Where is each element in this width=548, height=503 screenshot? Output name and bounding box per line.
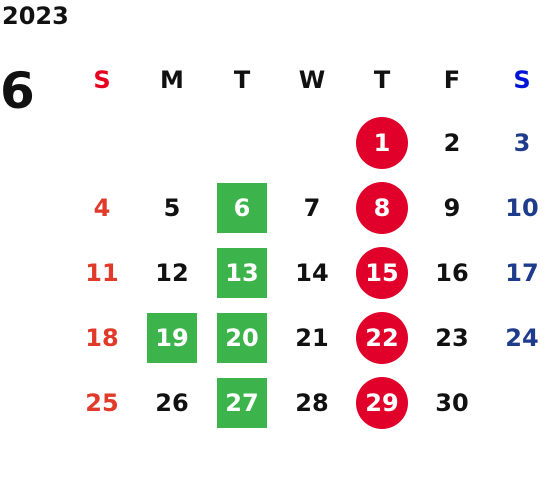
year-label: 2023 [2,2,69,30]
weekday-header-tue: T [207,50,277,110]
day-cell [137,110,207,175]
weekday-header-sat: S [487,50,548,110]
day-number: 12 [155,258,189,287]
day-cell [277,110,347,175]
day-cell: 8 [347,175,417,240]
day-cell: 14 [277,240,347,305]
day-number: 5 [163,193,181,222]
day-cell: 7 [277,175,347,240]
day-cell-empty [487,370,548,435]
weekday-label: M [160,66,184,94]
day-cell: 13 [207,240,277,305]
weekday-header-wed: W [277,50,347,110]
weekday-header-sun: S [67,50,137,110]
day-cell: 25 [67,370,137,435]
weekday-label: F [443,66,461,94]
day-number [76,117,128,169]
day-number [146,117,198,169]
day-number-highlighted: 27 [217,377,267,428]
weekday-header-mon: M [137,50,207,110]
day-number-circled: 15 [356,246,408,299]
day-cell [67,110,137,175]
day-number [496,377,548,429]
day-cell: 22 [347,305,417,370]
day-cell: 16 [417,240,487,305]
day-number: 3 [513,128,531,157]
day-number-highlighted: 20 [217,312,267,363]
day-number: 16 [435,258,469,287]
day-cell: 11 [67,240,137,305]
day-number: 10 [505,193,539,222]
weekday-label: W [298,66,326,94]
day-number: 21 [295,323,329,352]
day-cell: 19 [137,305,207,370]
day-cell: 6 [207,175,277,240]
day-cell: 12 [137,240,207,305]
weekday-header-fri: F [417,50,487,110]
day-cell: 1 [347,110,417,175]
day-number: 9 [443,193,461,222]
day-number-circled: 22 [356,311,408,364]
day-cell: 10 [487,175,548,240]
day-number: 23 [435,323,469,352]
day-cell: 18 [67,305,137,370]
day-number-circled: 8 [356,181,408,234]
weekday-label: T [373,66,391,94]
day-number: 11 [85,258,119,287]
day-cell: 23 [417,305,487,370]
day-cell: 30 [417,370,487,435]
day-number [216,117,268,169]
day-cell: 26 [137,370,207,435]
day-cell: 21 [277,305,347,370]
weekday-header-thu: T [347,50,417,110]
day-cell: 15 [347,240,417,305]
day-number-highlighted: 13 [217,247,267,298]
day-cell [207,110,277,175]
day-number-circled: 29 [356,376,408,429]
day-cell: 20 [207,305,277,370]
day-number-highlighted: 6 [217,182,267,233]
day-cell: 28 [277,370,347,435]
day-cell: 17 [487,240,548,305]
day-number-circled: 1 [356,116,408,169]
day-number: 26 [155,388,189,417]
weekday-label: S [513,66,531,94]
day-number [286,117,338,169]
day-number: 28 [295,388,329,417]
day-number: 2 [443,128,461,157]
weekday-label: S [93,66,111,94]
day-number: 4 [93,193,111,222]
day-cell: 24 [487,305,548,370]
month-number: 6 [0,62,35,120]
day-cell: 5 [137,175,207,240]
day-number-highlighted: 19 [147,312,197,363]
day-cell: 29 [347,370,417,435]
day-cell: 27 [207,370,277,435]
day-cell: 2 [417,110,487,175]
day-cell: 4 [67,175,137,240]
day-number: 30 [435,388,469,417]
day-cell: 3 [487,110,548,175]
day-number: 17 [505,258,539,287]
day-number: 18 [85,323,119,352]
weekday-label: T [233,66,251,94]
day-number: 14 [295,258,329,287]
day-number: 7 [303,193,321,222]
day-cell: 9 [417,175,487,240]
calendar-grid: S M T W T F S 1 2 3 4 5 6 7 8 9 10 11 12… [67,50,548,435]
day-number: 25 [85,388,119,417]
day-number: 24 [505,323,539,352]
